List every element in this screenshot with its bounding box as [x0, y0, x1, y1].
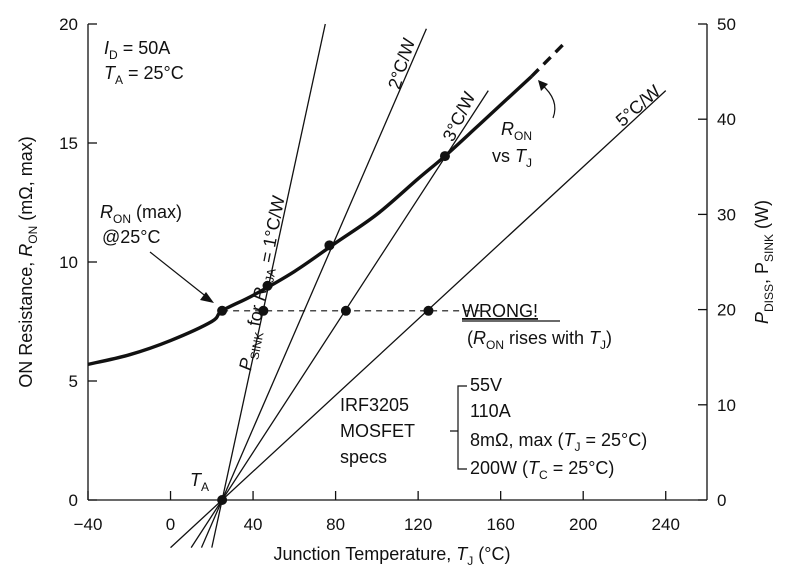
spec-8mohm: 8mΩ, max (TJ = 25°C) — [470, 430, 647, 454]
sink-line-label-2cw: 2°C/W — [384, 36, 419, 92]
x-tick-label: 0 — [166, 515, 175, 534]
x-axis-label: Junction Temperature, TJ (°C) — [274, 544, 511, 568]
intersection-point — [262, 280, 273, 291]
y-left-tick-label: 0 — [69, 491, 78, 510]
specs-block: IRF3205 MOSFET specs 55V 110A 8mΩ, max (… — [340, 375, 647, 482]
specs-left-line-3: specs — [340, 447, 387, 467]
condition-id: ID = 50A — [104, 38, 170, 62]
wrong-note: (RON rises with TJ) — [467, 328, 612, 352]
y-right-axis-ticks: 0 10 20 30 40 50 — [698, 15, 736, 510]
sink-line-label-3cw: 3°C/W — [439, 89, 480, 145]
ron-max-arrow-line — [149, 251, 209, 299]
specs-left-line-1: IRF3205 — [340, 395, 409, 415]
ron-max-arrow-head — [200, 292, 214, 303]
data-points — [217, 151, 450, 505]
y-left-tick-label: 10 — [59, 253, 78, 272]
sink-line-3cw — [190, 90, 489, 548]
x-tick-label: 120 — [404, 515, 432, 534]
y-left-tick-label: 15 — [59, 134, 78, 153]
x-tick-label: −40 — [74, 515, 103, 534]
ron-vs-tj-label: RON — [501, 119, 532, 143]
x-axis-ticks: −40 0 40 80 120 160 200 240 — [74, 491, 680, 534]
wrong-point — [217, 305, 228, 316]
specs-bracket — [450, 385, 467, 470]
x-tick-label: 40 — [244, 515, 263, 534]
y-right-tick-label: 20 — [717, 301, 736, 320]
wrong-point — [423, 305, 434, 316]
sink-line-label-5cw: 5°C/W — [612, 81, 665, 130]
sink-line-5cw — [170, 90, 667, 549]
ron-max-label-line2: @25°C — [102, 227, 161, 247]
spec-110a: 110A — [470, 401, 511, 421]
y-right-tick-label: 40 — [717, 110, 736, 129]
spec-55v: 55V — [470, 375, 502, 395]
y-right-tick-label: 50 — [717, 15, 736, 34]
y-right-tick-label: 10 — [717, 396, 736, 415]
x-tick-label: 80 — [326, 515, 345, 534]
sink-line-2cw — [200, 28, 427, 548]
y-left-axis-ticks: 0 5 10 15 20 — [59, 15, 97, 510]
condition-ta: TA = 25°C — [104, 63, 184, 87]
wrong-title: WRONG! — [462, 301, 538, 321]
y-right-tick-label: 30 — [717, 205, 736, 224]
spec-200w: 200W (TC = 25°C) — [470, 458, 614, 482]
ron-vs-tj-label-line2: vs TJ — [492, 146, 532, 170]
y-left-axis-label: ON Resistance, RON (mΩ, max) — [16, 136, 40, 388]
ron-curve-extrapolated — [530, 41, 566, 78]
ambient-point — [217, 495, 228, 505]
ta-label: TA — [190, 470, 209, 494]
x-tick-label: 160 — [486, 515, 514, 534]
ron-max-label: RON (max) — [100, 202, 182, 226]
x-tick-label: 240 — [652, 515, 680, 534]
intersection-point — [324, 240, 335, 251]
specs-left-line-2: MOSFET — [340, 421, 415, 441]
wrong-point — [340, 305, 351, 316]
intersection-point — [439, 151, 450, 162]
x-tick-label: 200 — [569, 515, 597, 534]
y-right-axis-label: PDISS, PSINK (W) — [752, 200, 776, 324]
wrong-point — [258, 305, 269, 316]
y-right-tick-label: 0 — [717, 491, 726, 510]
y-left-tick-label: 20 — [59, 15, 78, 34]
y-left-tick-label: 5 — [69, 372, 78, 391]
ron-vs-tj-arrow-head — [538, 80, 548, 91]
ron-vs-tj-arrow-line — [540, 83, 556, 119]
